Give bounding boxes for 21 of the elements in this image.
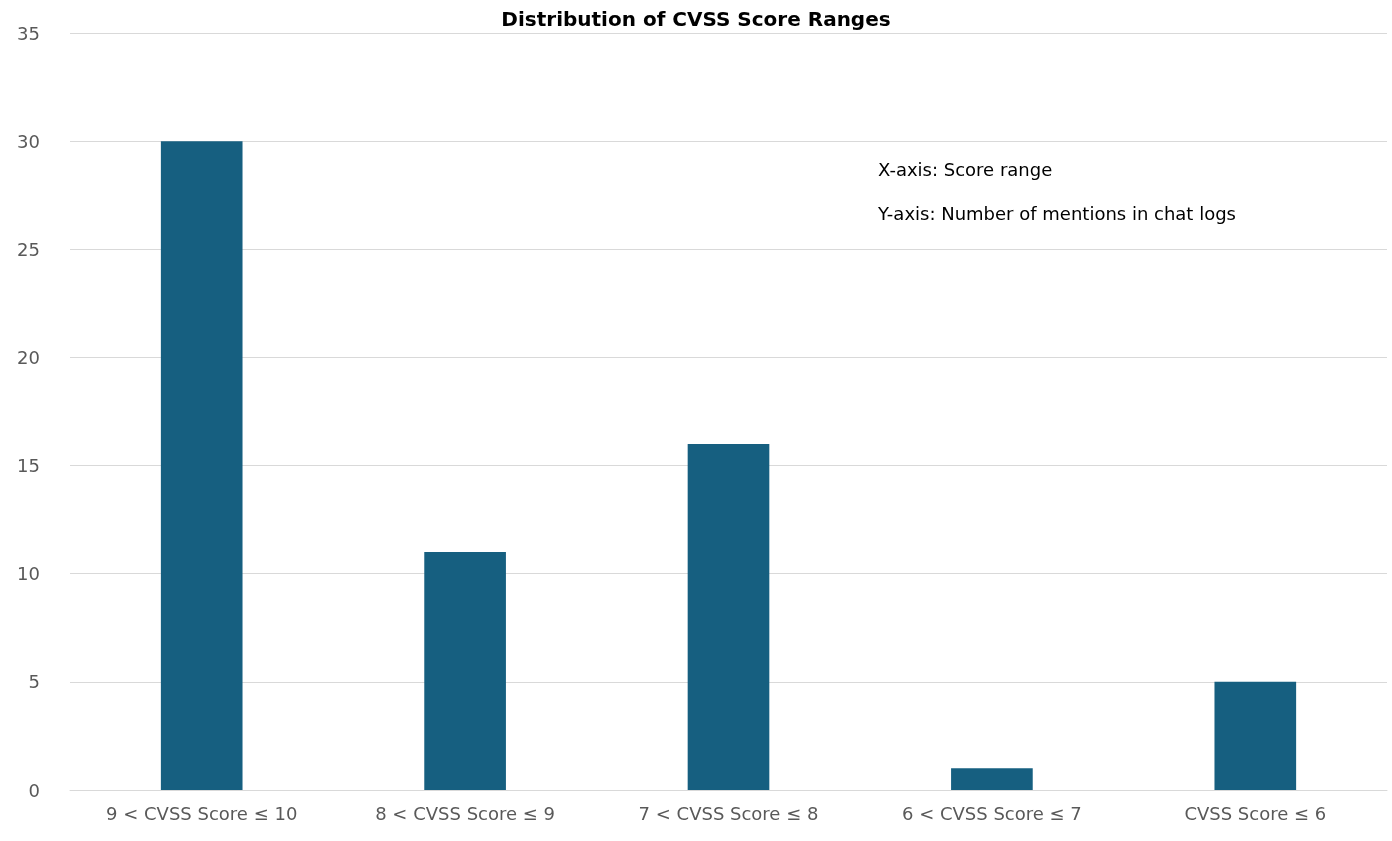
bar — [160, 141, 243, 790]
y-tick-label: 35 — [17, 22, 40, 44]
annotation: X-axis: Score range — [878, 158, 1053, 180]
chart-title: Distribution of CVSS Score Ranges — [501, 7, 891, 31]
y-tick-label: 30 — [17, 130, 40, 152]
x-tick-label: CVSS Score ≤ 6 — [1184, 802, 1327, 824]
bar — [1214, 681, 1297, 790]
y-tick-label: 25 — [17, 238, 40, 260]
bar — [951, 768, 1033, 790]
y-tick-label: 5 — [28, 671, 40, 693]
bar — [424, 552, 506, 790]
bar — [687, 443, 770, 790]
y-tick-label: 10 — [17, 563, 40, 585]
annotation: Y-axis: Number of mentions in chat logs — [877, 202, 1236, 224]
x-tick-label: 9 < CVSS Score ≤ 10 — [106, 802, 298, 824]
y-tick-label: 20 — [17, 346, 40, 368]
x-tick-label: 8 < CVSS Score ≤ 9 — [375, 802, 556, 824]
y-tick-label: 0 — [28, 779, 40, 801]
y-tick-label: 15 — [17, 455, 40, 477]
x-tick-label: 6 < CVSS Score ≤ 7 — [901, 802, 1082, 824]
x-tick-label: 7 < CVSS Score ≤ 8 — [638, 802, 819, 824]
